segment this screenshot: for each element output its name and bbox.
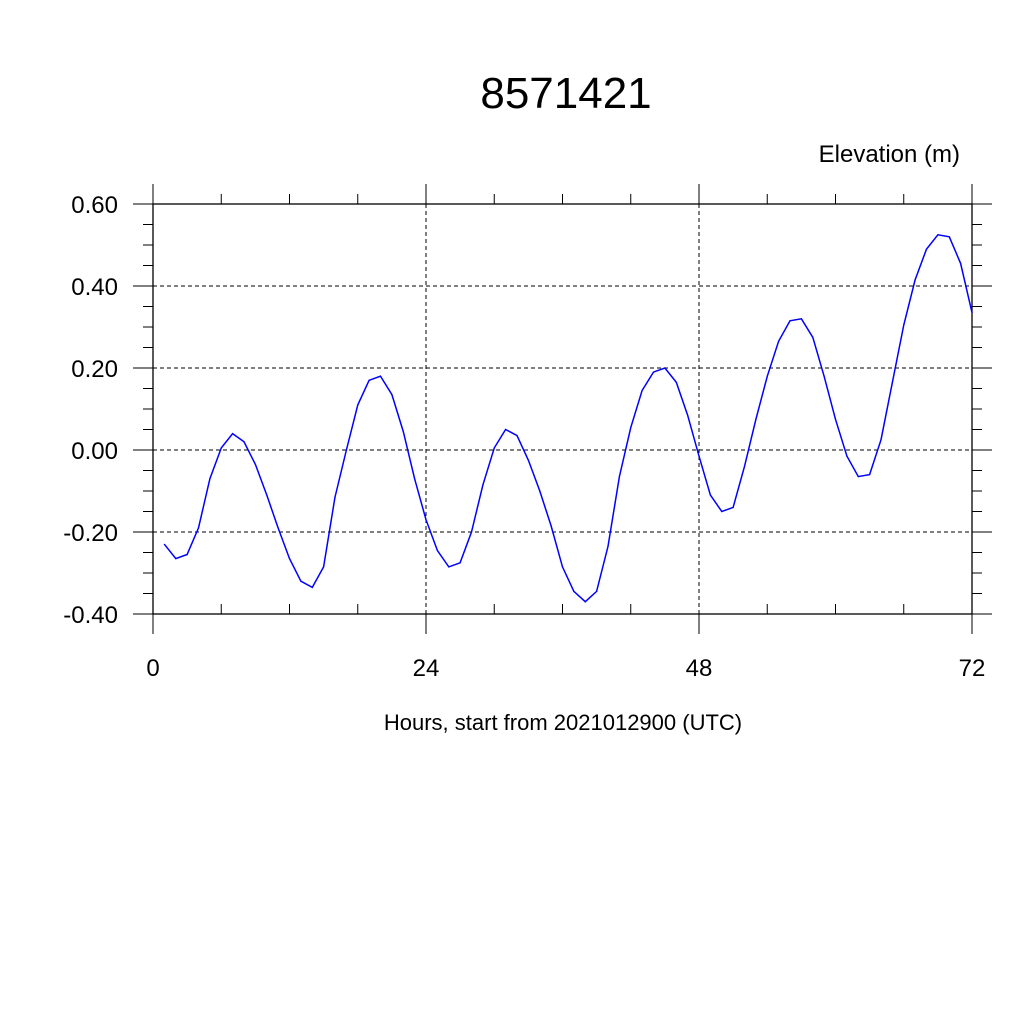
x-tick-label: 0: [146, 655, 159, 682]
data-point: [493, 447, 495, 449]
y-tick-label: 0.20: [71, 356, 118, 383]
data-point: [505, 428, 507, 431]
data-point: [414, 478, 416, 480]
x-tick-label: 24: [413, 655, 440, 682]
data-point: [459, 562, 461, 564]
data-point: [812, 336, 814, 338]
data-point: [323, 566, 325, 568]
data-point: [869, 474, 871, 476]
data-point: [186, 553, 188, 556]
data-point: [823, 375, 825, 377]
data-point: [596, 590, 598, 593]
data-point: [220, 447, 222, 449]
y-tick-label: 0.60: [71, 192, 118, 219]
data-point: [960, 262, 962, 265]
data-point: [652, 371, 655, 373]
data-point: [630, 426, 632, 429]
data-point: [664, 367, 666, 369]
data-point: [197, 527, 200, 529]
data-point: [288, 558, 291, 560]
data-point: [243, 441, 245, 443]
data-point: [698, 455, 700, 457]
x-tick-label: 72: [959, 655, 986, 682]
data-point: [743, 465, 746, 467]
data-point: [709, 494, 711, 496]
data-point: [209, 478, 211, 480]
data-point: [755, 418, 757, 420]
data-point: [379, 375, 382, 377]
data-point: [345, 449, 347, 451]
data-point: [561, 566, 564, 568]
data-point: [357, 404, 359, 406]
data-point: [448, 566, 450, 568]
data-point: [834, 418, 837, 420]
data-point: [778, 340, 780, 342]
y-tick-label: -0.40: [63, 602, 118, 629]
data-point: [516, 435, 518, 437]
data-point: [368, 379, 370, 381]
data-point: [584, 601, 586, 603]
data-point: [641, 389, 643, 392]
chart-title: 8571421: [480, 69, 651, 118]
data-point: [891, 381, 893, 383]
data-point: [937, 234, 939, 236]
data-point: [971, 312, 973, 314]
data-point: [675, 381, 677, 383]
data-point: [254, 463, 256, 465]
data-point: [482, 484, 484, 486]
tick-labels: -0.40 -0.20 0.00 0.20 0.40 0.60 0 24 48 72: [63, 192, 985, 682]
data-point: [903, 324, 905, 326]
data-point: [539, 490, 541, 492]
data-point: [766, 375, 768, 377]
y-tick-label: -0.20: [63, 520, 118, 547]
data-point: [527, 459, 529, 461]
data-point: [436, 549, 438, 552]
data-point: [800, 318, 802, 320]
data-point: [334, 496, 336, 498]
data-point: [687, 414, 689, 416]
series-group: [163, 233, 973, 603]
y-tick-label: 0.00: [71, 438, 118, 465]
data-point: [880, 439, 882, 441]
elevation-series-line: [163, 233, 973, 603]
x-tick-label: 48: [686, 655, 713, 682]
data-point: [300, 580, 302, 582]
data-point: [550, 525, 552, 527]
axis-ticks: [133, 184, 992, 634]
data-point: [789, 320, 791, 322]
y-tick-label: 0.40: [71, 274, 118, 301]
data-point: [925, 248, 928, 250]
data-point: [163, 543, 165, 545]
data-point: [607, 545, 609, 547]
data-point: [857, 476, 859, 478]
data-point: [573, 590, 575, 593]
plot-frame: [152, 203, 973, 615]
data-point: [277, 527, 279, 529]
data-point: [470, 531, 473, 533]
data-point: [266, 494, 268, 496]
data-point: [948, 236, 950, 238]
data-point: [232, 433, 234, 435]
data-point: [311, 586, 313, 588]
data-point: [846, 455, 848, 457]
y-axis-label: Elevation (m): [819, 141, 960, 168]
data-point: [618, 476, 620, 478]
data-point: [402, 430, 404, 433]
data-point: [732, 506, 734, 508]
data-point: [914, 279, 916, 281]
data-point: [175, 558, 177, 560]
data-point: [391, 394, 393, 396]
data-point: [721, 510, 723, 513]
x-axis-label: Hours, start from 2021012900 (UTC): [384, 710, 742, 735]
data-point: [425, 519, 427, 521]
